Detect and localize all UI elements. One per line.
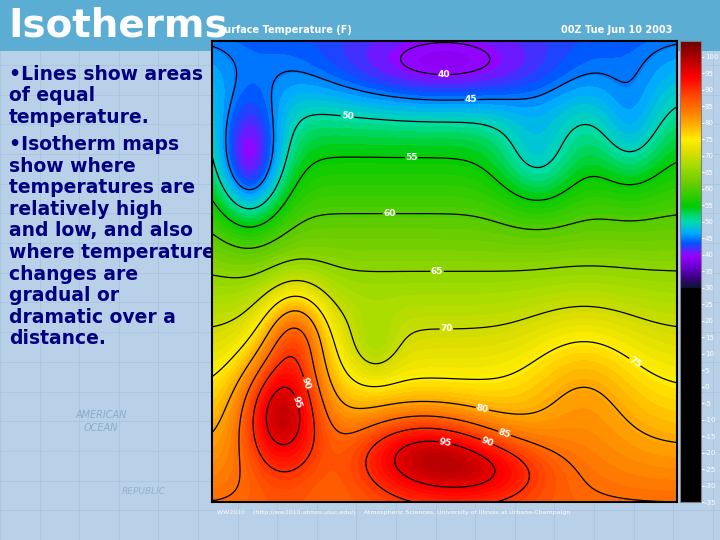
Text: 90: 90 — [480, 436, 495, 449]
Text: gradual or: gradual or — [9, 286, 119, 305]
Text: 80: 80 — [475, 403, 490, 414]
Bar — [0, 0, 720, 51]
Text: and low, and also: and low, and also — [9, 221, 192, 240]
Text: 60: 60 — [383, 209, 395, 218]
Text: Isotherms: Isotherms — [9, 6, 228, 45]
Text: AMERICAN
OCEAN: AMERICAN OCEAN — [75, 410, 127, 433]
Text: •Lines show areas: •Lines show areas — [9, 65, 202, 84]
Text: 85: 85 — [498, 427, 512, 440]
Text: 55: 55 — [405, 153, 418, 162]
Text: temperature.: temperature. — [9, 108, 149, 127]
Text: show where: show where — [9, 157, 135, 176]
Text: 50: 50 — [341, 111, 354, 122]
Text: of equal: of equal — [9, 86, 95, 105]
Text: 40: 40 — [438, 70, 450, 79]
Text: relatively high: relatively high — [9, 200, 162, 219]
Text: distance.: distance. — [9, 329, 106, 348]
Text: where temperature: where temperature — [9, 243, 215, 262]
Text: changes are: changes are — [9, 265, 138, 284]
Text: 95: 95 — [291, 394, 303, 409]
Text: dramatic over a: dramatic over a — [9, 308, 176, 327]
Text: 00Z Tue Jun 10 2003: 00Z Tue Jun 10 2003 — [561, 25, 672, 35]
Text: REPUBLIC: REPUBLIC — [122, 487, 166, 496]
Text: •Isotherm maps: •Isotherm maps — [9, 135, 179, 154]
Text: 90: 90 — [300, 376, 312, 390]
Text: 65: 65 — [431, 267, 444, 276]
Text: WW2010    (http://ww2010.atmos.uiuc.edu/)    Atmospheric Sciences, University of: WW2010 (http://ww2010.atmos.uiuc.edu/) A… — [217, 510, 570, 515]
Text: temperatures are: temperatures are — [9, 178, 195, 197]
Text: 75: 75 — [627, 355, 643, 369]
Text: 95: 95 — [438, 437, 452, 448]
Text: 45: 45 — [464, 95, 477, 104]
Text: Surface Temperature (F): Surface Temperature (F) — [217, 25, 352, 35]
Text: 70: 70 — [440, 325, 453, 334]
